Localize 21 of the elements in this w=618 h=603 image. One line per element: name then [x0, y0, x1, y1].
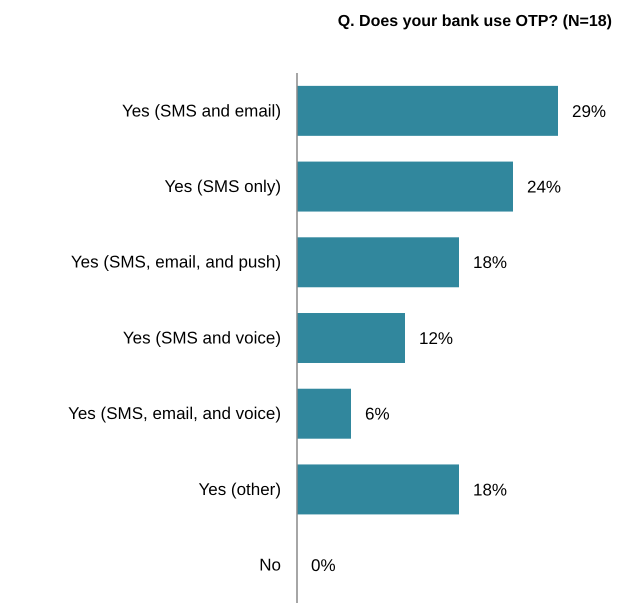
data-label: 29% — [572, 102, 606, 121]
y-tick-label: Yes (other) — [198, 480, 281, 499]
y-tick-label: Yes (SMS only) — [164, 177, 281, 196]
bar — [297, 86, 558, 136]
y-tick-label: Yes (SMS and voice) — [122, 328, 281, 348]
y-tick-label: Yes (SMS and email) — [122, 101, 281, 120]
bar — [297, 464, 459, 514]
bar — [297, 162, 513, 212]
data-label: 18% — [473, 480, 508, 500]
bar — [297, 237, 459, 288]
y-tick-label: Yes (SMS, email, and voice) — [68, 404, 281, 424]
y-tick-label: No — [259, 556, 281, 575]
y-tick-label: Yes (SMS, email, and push) — [70, 252, 281, 272]
data-label: 0% — [311, 556, 336, 576]
data-label: 18% — [473, 253, 508, 272]
data-label: 24% — [527, 178, 562, 197]
bar — [297, 388, 351, 439]
bar — [297, 313, 405, 363]
data-label: 12% — [419, 328, 454, 348]
data-label: 6% — [365, 404, 390, 424]
chart-title: Q. Does your bank use OTP? (N=18) — [338, 13, 612, 30]
